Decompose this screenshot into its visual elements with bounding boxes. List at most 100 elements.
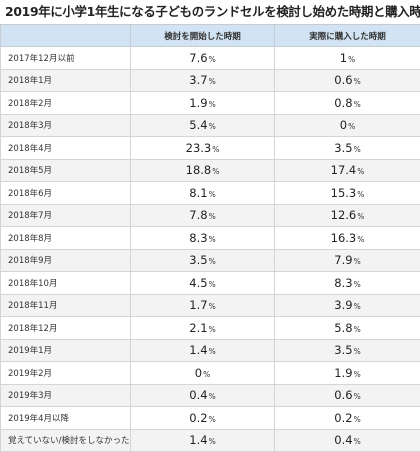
purchase-period-cell: 12.6% xyxy=(275,204,420,227)
start-period-cell: 4.5% xyxy=(131,272,275,295)
purchase-period-cell-value: 7.9 xyxy=(334,253,352,267)
start-period-cell-value: 23.3 xyxy=(186,141,212,155)
row-label: 2018年3月 xyxy=(1,114,131,137)
percent-unit: % xyxy=(354,77,361,86)
percent-unit: % xyxy=(209,347,216,356)
purchase-period-cell-value: 12.6 xyxy=(331,208,357,222)
percent-unit: % xyxy=(209,392,216,401)
start-period-cell: 8.3% xyxy=(131,227,275,250)
page-title: 2019年に小学1年生になる子どものランドセルを検討し始めた時期と購入時期 xyxy=(5,4,417,20)
start-period-cell: 3.5% xyxy=(131,249,275,272)
percent-unit: % xyxy=(357,167,364,176)
start-period-cell: 0.2% xyxy=(131,407,275,430)
purchase-period-cell-value: 15.3 xyxy=(331,186,357,200)
start-period-cell: 8.1% xyxy=(131,182,275,205)
start-period-cell-value: 8.3 xyxy=(189,231,207,245)
start-period-cell-value: 1.9 xyxy=(189,96,207,110)
percent-unit: % xyxy=(209,280,216,289)
row-label: 2018年2月 xyxy=(1,92,131,115)
percent-unit: % xyxy=(354,347,361,356)
percent-unit: % xyxy=(212,167,219,176)
percent-unit: % xyxy=(209,235,216,244)
percent-unit: % xyxy=(348,122,355,131)
row-label: 2019年2月 xyxy=(1,362,131,385)
start-period-cell-value: 4.5 xyxy=(189,276,207,290)
percent-unit: % xyxy=(209,257,216,266)
purchase-period-cell: 1.9% xyxy=(275,362,420,385)
row-label: 2019年1月 xyxy=(1,339,131,362)
purchase-period-cell-value: 17.4 xyxy=(331,163,357,177)
table-header-row: 検討を開始した時期 実際に購入した時期 xyxy=(1,25,420,47)
start-period-cell: 1.4% xyxy=(131,339,275,362)
start-period-cell: 7.6% xyxy=(131,47,275,70)
start-period-cell-value: 1.4 xyxy=(189,343,207,357)
percent-unit: % xyxy=(209,190,216,199)
start-period-cell-value: 7.8 xyxy=(189,208,207,222)
row-label: 2018年6月 xyxy=(1,182,131,205)
row-label: 2018年9月 xyxy=(1,249,131,272)
row-label: 覚えていない/検討をしなかった xyxy=(1,429,131,452)
start-period-cell: 1.4% xyxy=(131,429,275,452)
purchase-period-cell-value: 0 xyxy=(340,118,347,132)
percent-unit: % xyxy=(209,212,216,221)
percent-unit: % xyxy=(209,415,216,424)
start-period-cell: 0% xyxy=(131,362,275,385)
purchase-period-cell: 3.9% xyxy=(275,294,420,317)
percent-unit: % xyxy=(357,212,364,221)
start-period-cell-value: 1.4 xyxy=(189,433,207,447)
purchase-period-cell: 7.9% xyxy=(275,249,420,272)
start-period-cell: 1.9% xyxy=(131,92,275,115)
percent-unit: % xyxy=(354,415,361,424)
purchase-period-cell: 0.2% xyxy=(275,407,420,430)
start-period-cell-value: 0 xyxy=(195,366,202,380)
percent-unit: % xyxy=(209,437,216,446)
start-period-cell: 7.8% xyxy=(131,204,275,227)
start-period-cell: 0.4% xyxy=(131,384,275,407)
percent-unit: % xyxy=(209,100,216,109)
purchase-period-cell: 1% xyxy=(275,47,420,70)
percent-unit: % xyxy=(354,392,361,401)
start-period-cell-value: 5.4 xyxy=(189,118,207,132)
start-period-cell: 1.7% xyxy=(131,294,275,317)
purchase-period-cell: 15.3% xyxy=(275,182,420,205)
purchase-period-cell: 3.5% xyxy=(275,339,420,362)
purchase-period-cell-value: 0.6 xyxy=(334,388,352,402)
start-period-cell: 18.8% xyxy=(131,159,275,182)
purchase-period-cell-value: 0.2 xyxy=(334,411,352,425)
percent-unit: % xyxy=(354,437,361,446)
purchase-period-cell: 0.8% xyxy=(275,92,420,115)
row-label: 2019年4月以降 xyxy=(1,407,131,430)
percent-unit: % xyxy=(203,370,210,379)
start-period-cell-value: 0.4 xyxy=(189,388,207,402)
purchase-period-cell-value: 3.9 xyxy=(334,298,352,312)
percent-unit: % xyxy=(354,302,361,311)
purchase-period-cell-value: 1.9 xyxy=(334,366,352,380)
percent-unit: % xyxy=(354,280,361,289)
purchase-period-cell-value: 3.5 xyxy=(334,141,352,155)
purchase-period-cell: 0.6% xyxy=(275,69,420,92)
row-label: 2018年11月 xyxy=(1,294,131,317)
row-label: 2018年12月 xyxy=(1,317,131,340)
header-blank xyxy=(1,25,131,47)
percent-unit: % xyxy=(209,122,216,131)
start-period-cell-value: 2.1 xyxy=(189,321,207,335)
row-label: 2018年5月 xyxy=(1,159,131,182)
start-period-cell-value: 18.8 xyxy=(186,163,212,177)
purchase-period-cell: 17.4% xyxy=(275,159,420,182)
